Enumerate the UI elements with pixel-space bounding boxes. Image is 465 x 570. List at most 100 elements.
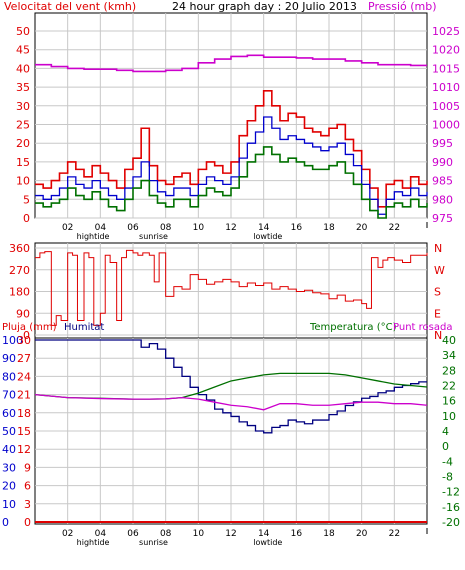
time-tick-label: 16: [291, 223, 303, 233]
temperature-tick-label: 4: [442, 425, 449, 438]
pressure-tick-label: 985: [432, 175, 453, 188]
humidity-tick-label: 70: [2, 389, 16, 402]
time-tick-label: 02: [62, 529, 73, 539]
direction-tick-label: 0: [23, 329, 30, 342]
time-tick-label: 14: [258, 529, 270, 539]
temperature-tick-label: -8: [442, 471, 453, 484]
temperature-tick-label: -20: [442, 516, 460, 529]
wind-tick-label: 45: [16, 44, 30, 57]
series-pressure: [35, 54, 427, 73]
series-avg: [35, 116, 428, 215]
series-direction: [35, 249, 428, 326]
humidity-rain-ticks: 0 10 20 30 40 50 60 70 80 90 100 0 3 6 9 12 15 18 21 24 27 30: [2, 334, 31, 529]
time-tick-label: 06: [127, 223, 139, 233]
wind-tick-label: 25: [16, 119, 30, 132]
time-tick-label: 12: [225, 223, 236, 233]
time-tick-label: 14: [258, 223, 270, 233]
wind-tick-label: 10: [16, 175, 30, 188]
time-annotation-label: hightide: [77, 538, 110, 547]
pressure-axis-label: Pressió (mb): [368, 0, 437, 13]
time-tick-label: 10: [193, 529, 205, 539]
time-tick-label: 12: [225, 529, 236, 539]
wind-tick-label: 15: [16, 156, 30, 169]
time-tick-label: 16: [291, 529, 303, 539]
direction-tick-label: 90: [16, 307, 30, 320]
rain-tick-label: 12: [17, 443, 31, 456]
time-tick-label: 22: [389, 529, 400, 539]
direction-ticks: 0 90 180 270 360: [9, 242, 30, 342]
rain-tick-label: 18: [17, 407, 31, 420]
direction-tick-label: 270: [9, 264, 30, 277]
compass-label: W: [434, 264, 445, 277]
temp-humidity-panel: 0102030405060708090100036912151821242730…: [2, 334, 460, 547]
pressure-tick-label: 995: [432, 137, 453, 150]
temperature-tick-label: 10: [442, 410, 456, 423]
temperature-tick-label: 0: [442, 440, 449, 453]
time-tick-label: 22: [389, 223, 400, 233]
series-wind: [35, 146, 428, 219]
humidity-tick-label: 0: [2, 516, 9, 529]
wind-tick-label: 50: [16, 25, 30, 38]
compass-label: S: [434, 286, 441, 299]
wind-axis-label: Velocitat del vent (kmh): [4, 0, 136, 13]
rain-tick-label: 3: [24, 498, 31, 511]
time-tick-label: 04: [95, 529, 107, 539]
time-tick-label: 02: [62, 223, 73, 233]
time-annotation-label: sunrise: [139, 538, 168, 547]
time-tick-label: 04: [95, 223, 107, 233]
humidity-tick-label: 30: [2, 461, 16, 474]
direction-tick-label: 180: [9, 286, 30, 299]
compass-label: E: [434, 307, 441, 320]
temp-humidity-series: [34, 339, 428, 523]
compass-label: N: [434, 242, 442, 255]
wind-direction-series: [35, 249, 428, 326]
wind-tick-label: 0: [23, 212, 30, 225]
time-tick-label: 18: [323, 223, 335, 233]
wind-tick-label: 5: [23, 193, 30, 206]
temperature-tick-label: -4: [442, 455, 453, 468]
time-annotation-label: lowtide: [253, 232, 282, 241]
humidity-tick-label: 50: [2, 425, 16, 438]
pressure-tick-label: 975: [432, 212, 453, 225]
humidity-tick-label: 90: [2, 352, 16, 365]
humidity-tick-label: 10: [2, 498, 16, 511]
pressure-tick-label: 1005: [432, 100, 460, 113]
temperature-tick-label: 16: [442, 395, 456, 408]
temperature-tick-label: 28: [442, 364, 456, 377]
time-axis-top: 02 04 06 08 10 12 14 16 18 20 22 hightide sunrise low…: [62, 222, 428, 241]
time-tick-label: 20: [356, 529, 368, 539]
pressure-tick-label: 980: [432, 193, 453, 206]
wind-tick-label: 40: [16, 62, 30, 75]
rain-tick-label: 30: [17, 334, 31, 347]
time-annotation-label: hightide: [77, 232, 110, 241]
wind-tick-label: 35: [16, 81, 30, 94]
humidity-tick-label: 80: [2, 370, 16, 383]
humidity-tick-label: 60: [2, 407, 16, 420]
temperature-tick-label: 34: [442, 349, 456, 362]
wind-tick-label: 20: [16, 137, 30, 150]
dewpoint-axis-label: Punt rosada: [393, 322, 452, 333]
temperature-tick-label: 22: [442, 380, 456, 393]
chart-title: 24 hour graph day : 20 Julio 2013: [172, 0, 357, 13]
time-tick-label: 10: [193, 223, 205, 233]
rain-tick-label: 24: [17, 370, 31, 383]
wind-pressure-series: [35, 54, 428, 219]
rain-tick-label: 21: [17, 389, 31, 402]
time-tick-label: 08: [160, 529, 172, 539]
series-dewpoint: [34, 393, 428, 411]
temperature-axis-label: Temperatura (°C): [309, 322, 397, 333]
wind-speed-ticks: 0 5 10 15 20 25 30 35 40 45 50: [16, 25, 30, 225]
pressure-tick-label: 1010: [432, 81, 460, 94]
rain-tick-label: 0: [24, 516, 31, 529]
time-annotation-label: lowtide: [253, 538, 282, 547]
rain-tick-label: 6: [24, 480, 31, 493]
compass-label: N: [434, 329, 442, 342]
rain-tick-label: 15: [17, 425, 31, 438]
humidity-tick-label: 20: [2, 480, 16, 493]
pressure-tick-label: 1020: [432, 44, 460, 57]
time-tick-label: 18: [323, 529, 335, 539]
